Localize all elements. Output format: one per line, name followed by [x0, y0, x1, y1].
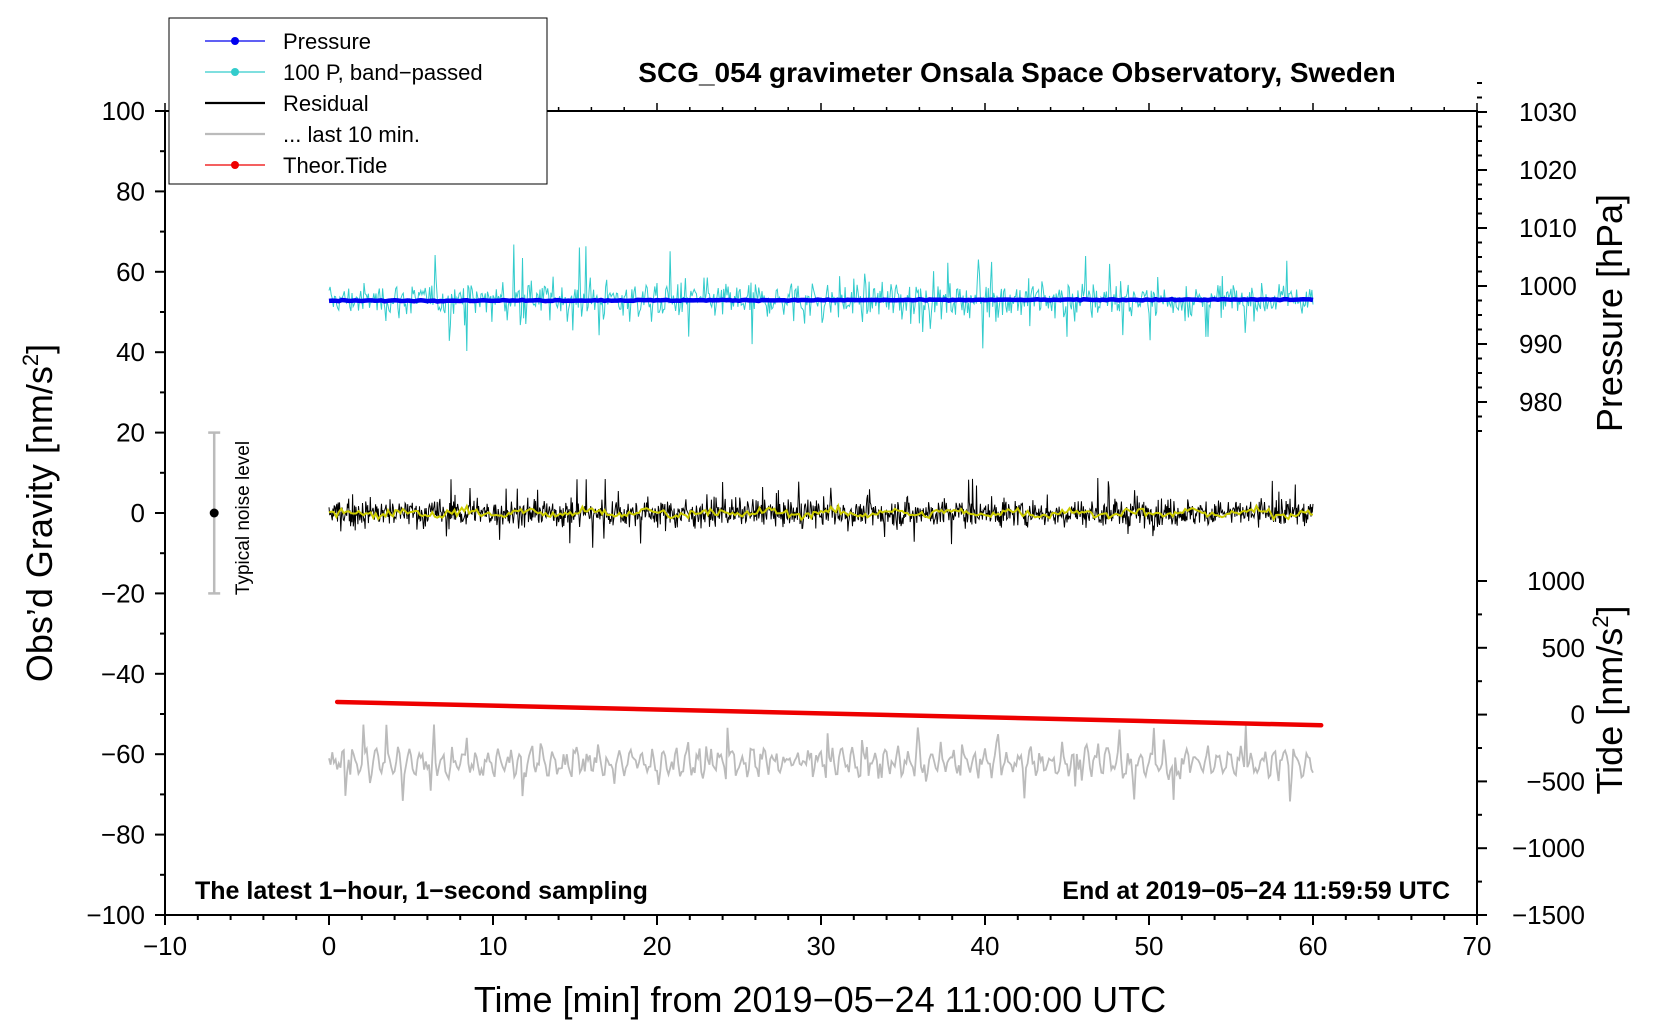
noise-bar	[208, 431, 221, 595]
pressure-tick-label: 1030	[1519, 97, 1577, 127]
chart-title: SCG_054 gravimeter Onsala Space Observat…	[638, 57, 1395, 88]
x-tick-label: 30	[807, 931, 836, 961]
series-pressure	[328, 296, 1314, 304]
series-last-10-min	[328, 724, 1314, 802]
series-theor-tide	[334, 699, 1324, 728]
x-axis-title: Time [min] from 2019−05−24 11:00:00 UTC	[474, 979, 1166, 1020]
y-tick-label: −100	[86, 900, 145, 930]
y-tick-label: 0	[131, 498, 145, 528]
y-tick-label: 100	[102, 96, 145, 126]
y-tick-label: 60	[116, 257, 145, 287]
pressure-tick-label: 990	[1519, 329, 1562, 359]
y-tick-label: −80	[101, 820, 145, 850]
legend-label: Theor.Tide	[283, 153, 387, 178]
pressure-tick-label: 1010	[1519, 213, 1577, 243]
pressure-axis-title: Pressure [hPa]	[1589, 194, 1630, 432]
legend-marker	[231, 68, 239, 76]
pressure-tick-label: 980	[1519, 387, 1562, 417]
noise-label: Typical noise level	[233, 441, 254, 595]
pressure-axis-ticks: 980 990 1000 1010 1020 1030	[1477, 82, 1577, 432]
y-tick-label: 80	[116, 176, 145, 206]
legend-label: Pressure	[283, 29, 371, 54]
y-axis-ticks: −100 −80 −60 −40 −20 0 20 40 60 80 100	[86, 96, 165, 930]
x-tick-label: 40	[971, 931, 1000, 961]
x-axis-ticks: −10 0 10 20 30 40 50 60 70	[143, 103, 1492, 961]
tide-axis-ticks: 1000 500 0 −500 −1000 −1500	[1477, 566, 1585, 930]
x-tick-label: 20	[643, 931, 672, 961]
tide-tick-label: −500	[1526, 766, 1585, 796]
y-tick-label: 20	[116, 418, 145, 448]
tide-axis-title: Tide [nm/s2]	[1588, 606, 1630, 795]
pressure-tick-label: 1000	[1519, 271, 1577, 301]
tide-tick-label: 0	[1571, 700, 1585, 730]
legend-label: Residual	[283, 91, 369, 116]
y-tick-label: −20	[101, 578, 145, 608]
tide-tick-label: −1000	[1512, 833, 1585, 863]
x-tick-label: 50	[1135, 931, 1164, 961]
series-layer	[328, 244, 1324, 802]
y-tick-label: −60	[101, 739, 145, 769]
x-tick-label: 10	[479, 931, 508, 961]
note-right: End at 2019−05−24 11:59:59 UTC	[1062, 877, 1450, 905]
series-residual	[328, 477, 1314, 548]
legend: Pressure 100 P, band−passed Residual ... la…	[168, 17, 548, 185]
x-tick-label: −10	[143, 931, 187, 961]
noise-bar-point	[209, 508, 219, 518]
note-left: The latest 1−hour, 1−second sampling	[195, 877, 648, 905]
x-tick-label: 70	[1463, 931, 1492, 961]
legend-label: ... last 10 min.	[283, 122, 420, 147]
y-axis-title: Obs’d Gravity [nm/s2]	[18, 344, 60, 682]
x-tick-label: 0	[322, 931, 336, 961]
legend-marker	[231, 161, 239, 169]
series-residual-smoothed	[328, 502, 1314, 522]
legend-marker	[231, 37, 239, 45]
legend-box	[168, 17, 548, 185]
legend-label: 100 P, band−passed	[283, 60, 483, 85]
tide-tick-label: 1000	[1527, 566, 1585, 596]
y-tick-label: 40	[116, 337, 145, 367]
tide-tick-label: −1500	[1512, 900, 1585, 930]
y-tick-label: −40	[101, 659, 145, 689]
x-tick-label: 60	[1299, 931, 1328, 961]
tide-tick-label: 500	[1542, 633, 1585, 663]
pressure-tick-label: 1020	[1519, 155, 1577, 185]
